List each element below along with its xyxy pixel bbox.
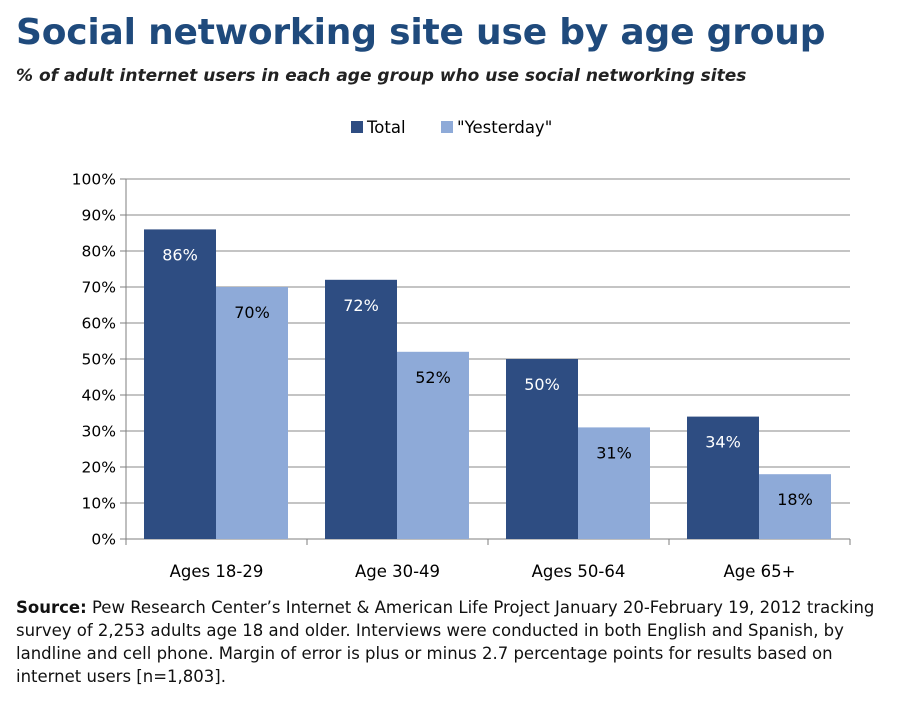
data-label: 31% xyxy=(596,443,632,462)
bar xyxy=(325,279,397,539)
data-label: 86% xyxy=(162,245,198,264)
source-text: Pew Research Center’s Internet & America… xyxy=(16,598,875,686)
y-tick-label: 50% xyxy=(82,351,116,369)
data-label: 18% xyxy=(777,490,813,509)
data-labels: 86% 70% 72% 52% 50% 31% 34% 18% xyxy=(162,245,813,509)
y-tick-label: 80% xyxy=(82,243,116,261)
data-label: 50% xyxy=(524,375,560,394)
data-label: 34% xyxy=(705,433,741,452)
chart-subtitle: % of adult internet users in each age gr… xyxy=(16,66,747,86)
y-tick-label: 40% xyxy=(82,387,116,405)
bar xyxy=(578,427,650,539)
bar-chart: Total "Yesterday" 0% 10% 20% 30% 40% 50% 60% 70%… xyxy=(72,118,851,581)
x-category-label: Age 30-49 xyxy=(355,562,440,581)
data-label: 72% xyxy=(343,296,379,315)
source-label: Source: xyxy=(16,598,87,617)
y-tick-label: 100% xyxy=(72,171,116,189)
legend-label: Total xyxy=(366,118,406,137)
y-tick-label: 60% xyxy=(82,315,116,333)
source-note: Source: Pew Research Center’s Internet &… xyxy=(16,596,886,688)
x-category-label: Ages 50-64 xyxy=(532,562,626,581)
bar xyxy=(687,416,759,539)
y-tick-label: 10% xyxy=(82,495,116,513)
y-tick-label: 30% xyxy=(82,423,116,441)
y-tick-label: 70% xyxy=(82,279,116,297)
y-tick-label: 0% xyxy=(91,531,116,549)
y-axis: 0% 10% 20% 30% 40% 50% 60% 70% 80% 90% 100% xyxy=(72,171,127,549)
legend-label: "Yesterday" xyxy=(457,118,552,137)
legend-swatch xyxy=(441,121,453,133)
y-tick-label: 90% xyxy=(82,207,116,225)
data-label: 70% xyxy=(234,303,270,322)
bars xyxy=(144,229,831,539)
legend-swatch xyxy=(351,121,363,133)
y-tick-label: 20% xyxy=(82,459,116,477)
legend: Total "Yesterday" xyxy=(351,118,552,137)
bar xyxy=(144,229,216,539)
bar xyxy=(216,287,288,539)
x-category-label: Age 65+ xyxy=(724,562,796,581)
bar xyxy=(506,359,578,539)
data-label: 52% xyxy=(415,368,451,387)
chart-title: Social networking site use by age group xyxy=(16,12,826,53)
bar xyxy=(397,351,469,539)
x-axis: Ages 18-29 Age 30-49 Ages 50-64 Age 65+ xyxy=(125,539,851,581)
x-category-label: Ages 18-29 xyxy=(170,562,264,581)
bar xyxy=(759,474,831,539)
